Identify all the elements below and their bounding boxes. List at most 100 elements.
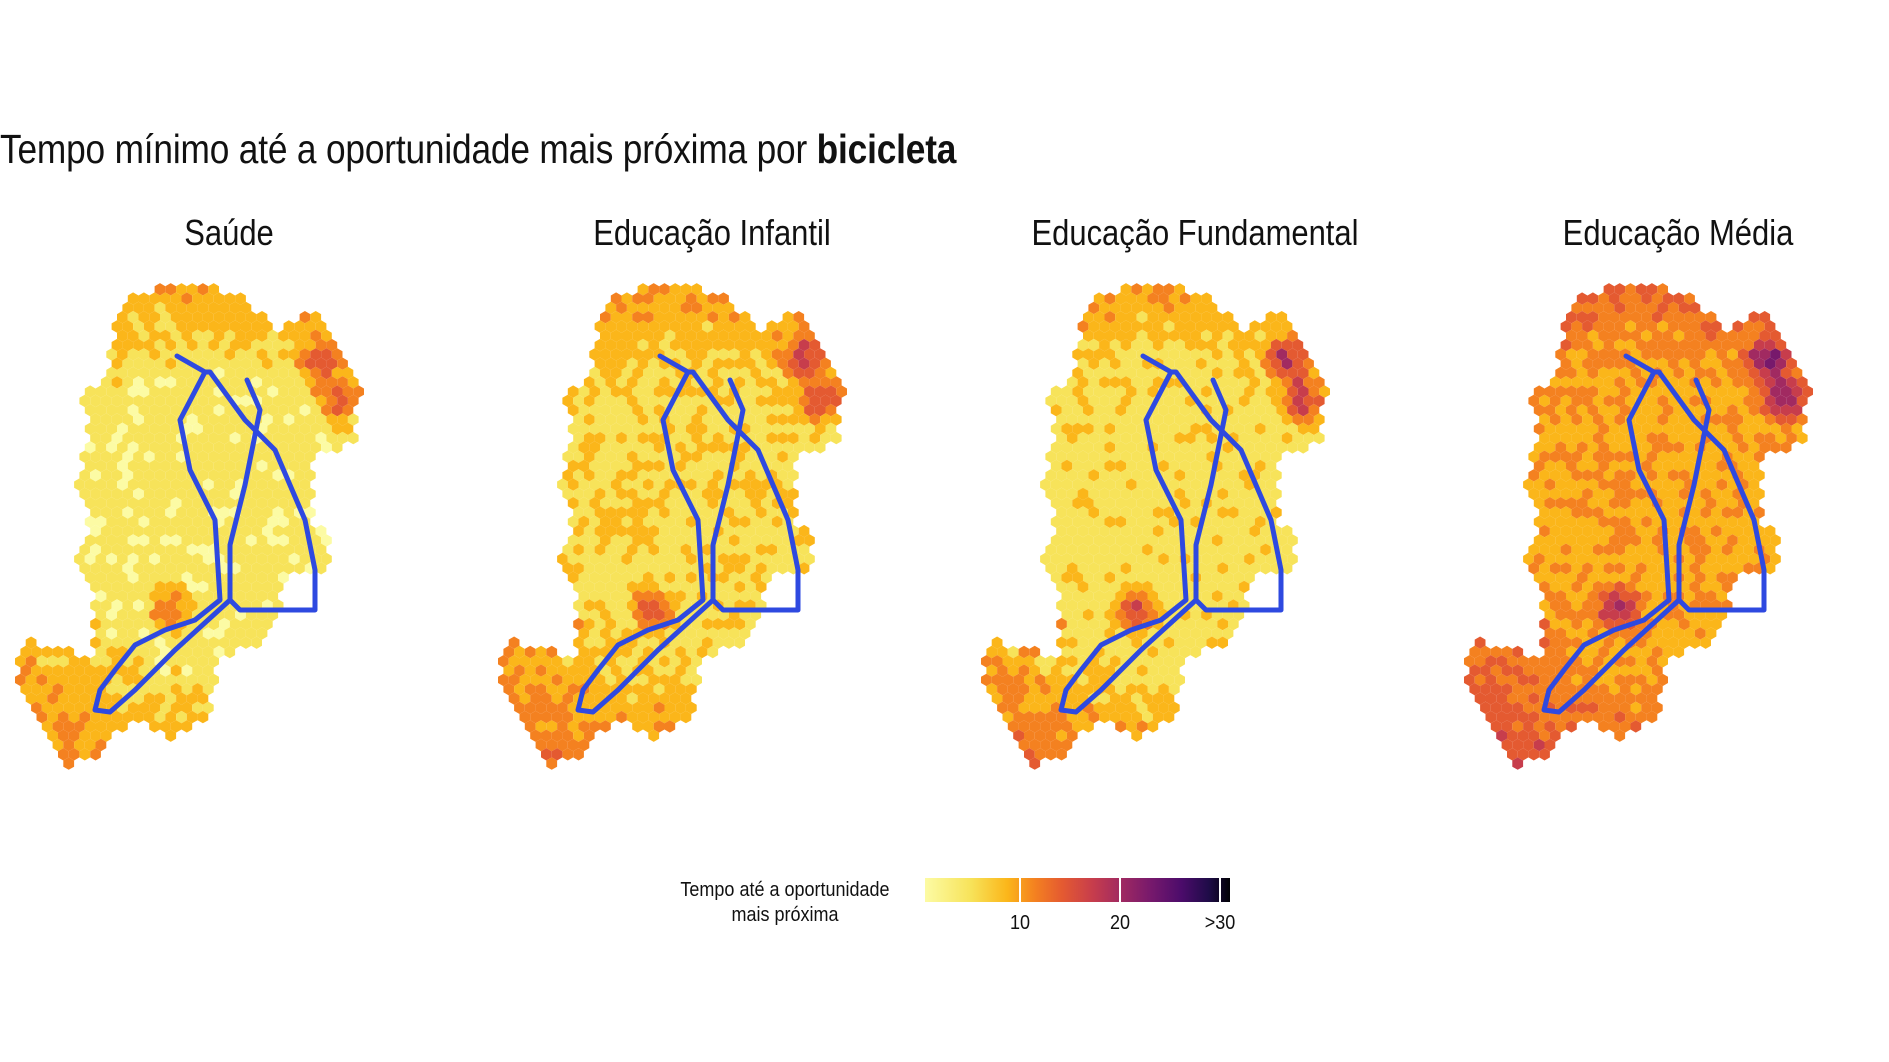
hexagon-cell [202,627,214,640]
hexagon-cell [1040,738,1051,752]
hexagon-cell [149,292,160,305]
hexagon-cell [1700,376,1711,389]
hexagon-cell [154,524,166,538]
hexagon-cell [84,515,96,528]
hexagon-cell [1126,552,1137,566]
hexagon-cell [197,636,209,649]
hexagon-cell [1657,283,1668,296]
hexagon-cell [777,431,788,445]
hexagon-cell [127,701,139,714]
hexagon-cell [278,385,289,398]
hexagon-cell [1131,562,1143,575]
hexagon-cell [100,487,112,501]
hexagon-cell [1705,441,1717,454]
hexagon-cell [1066,487,1078,501]
hexagon-cell [1083,627,1094,640]
hexagon-cell [127,404,139,417]
hexagon-cell [605,524,617,538]
hexagon-cell [793,422,805,435]
hexagon-cell [1609,311,1620,324]
hexagon-cell [1555,608,1566,621]
hexagon-cell [1748,348,1760,361]
hexagon-cell [1560,543,1572,556]
hexagon-cell [1142,487,1153,501]
hexagon-cell [160,311,171,324]
hexagon-cell [1061,645,1073,659]
hexagon-cell [1528,562,1540,575]
hexagon-cell [750,459,762,473]
hexagon-cell [530,692,541,705]
hexagon-cell [680,431,692,445]
hexagon-cell [154,710,166,724]
hexagon-cell [186,562,198,575]
hexagon-cell [1619,366,1631,380]
hexagon-cell [90,394,101,408]
hexagon-cell [1609,292,1620,305]
hexagon-cell [192,664,203,677]
hexagon-cell [653,459,665,473]
hexagon-cell [122,543,134,556]
hexagon-cell [1716,497,1728,510]
hexagon-cell [111,710,123,724]
hexagon-cell [1120,524,1132,538]
hexagon-cell [1045,655,1057,668]
hexagon-cell [1539,673,1550,687]
hexagon-cell [251,487,262,501]
hexagon-cell [208,617,219,631]
hexagon-cell [1222,348,1234,361]
hexagon-cell [127,459,139,473]
hexagon-cell [1152,580,1164,594]
hexagon-cell [1555,552,1566,566]
hexagon-cell [1533,720,1545,733]
hexagon-cell [1646,543,1658,556]
hexagon-cell [1126,590,1137,603]
hexagon-cell [202,329,214,342]
hexagon-cell [1131,506,1143,519]
hexagon-cell [337,357,348,370]
hexagon-cell [680,562,692,575]
hexagon-cell [675,683,686,696]
hexagon-cell [1190,292,1202,305]
hexagon-cell [632,311,643,324]
hexagon-cell [1206,394,1218,408]
hexagon-cell [127,664,139,677]
hexagon-cell [1657,636,1668,649]
hexagon-cell [1560,506,1572,519]
hexagon-cell [1002,673,1014,687]
legend-title: Tempo até a oportunidade mais próxima [655,878,916,928]
hexagon-cell [1066,506,1078,519]
hexagon-cell [84,552,96,566]
hexagon-cell [1185,431,1196,445]
hexagon-cell [138,590,150,603]
hexagon-cell [718,385,729,398]
hexagon-cell [1211,366,1223,380]
hexagon-cell [675,422,686,435]
hexagon-cell [267,329,279,342]
hexagon-cell [122,413,134,426]
hexagon-cell [1174,431,1185,445]
hexagon-cell [1737,441,1749,454]
hexagon-cell [1711,394,1722,408]
hexagon-cell [1185,617,1196,631]
hexagon-cell [122,599,134,612]
hexagon-cell [1281,394,1293,408]
hexagon-cell [90,655,101,668]
hexagon-cell [1700,506,1711,519]
hexagon-cell [610,608,622,621]
hexagon-cell [562,692,574,705]
hexagon-cell [1142,320,1153,333]
hexagon-cell [680,636,692,649]
hexagon-cell [637,283,649,296]
hexagon-cell [1592,413,1604,426]
hexagon-cell [1635,580,1647,594]
hexagon-cell [1222,552,1234,566]
hexagon-cell [739,497,751,510]
hexagon-cell [111,487,123,501]
hexagon-cell [79,543,91,556]
hexagon-cell [1195,487,1207,501]
hexagon-cell [181,478,193,491]
panel-title-saude: Saúde [184,212,274,253]
hexagon-cell [1764,562,1776,575]
hexagon-cell [1576,497,1588,510]
hexagon-cell [755,357,767,370]
